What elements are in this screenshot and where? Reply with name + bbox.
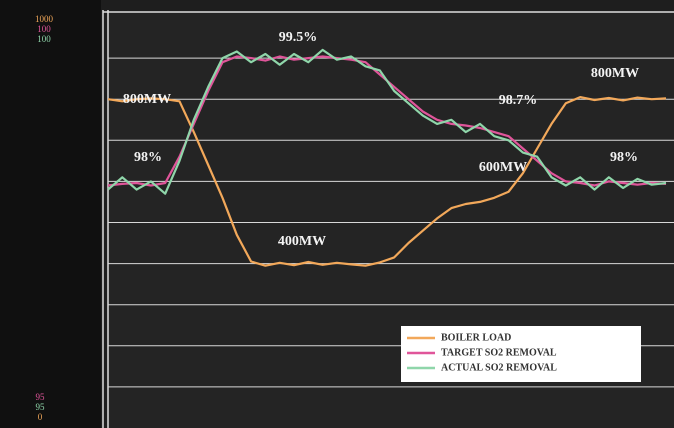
legend-label: ACTUAL SO2 REMOVAL xyxy=(441,362,557,373)
annotation: 98% xyxy=(134,150,162,165)
annotation: 800MW xyxy=(591,66,639,81)
scale-panel xyxy=(0,0,101,428)
scale-max-label: 1000 xyxy=(35,14,54,24)
scale-max-label: 100 xyxy=(37,24,51,34)
annotation: 600MW xyxy=(479,160,527,175)
legend-label: TARGET SO2 REMOVAL xyxy=(441,347,557,358)
annotation: 800MW xyxy=(123,92,171,107)
scale-min-label: 0 xyxy=(38,412,43,422)
series-line xyxy=(107,48,667,195)
scale-min-label: 95 xyxy=(36,402,46,412)
annotation: 98.7% xyxy=(499,93,538,108)
legend-label: BOILER LOAD xyxy=(441,332,511,343)
legend-box xyxy=(401,326,641,382)
scale-max-label: 100 xyxy=(37,34,51,44)
annotation: 400MW xyxy=(278,234,326,249)
series-line xyxy=(107,95,667,267)
scale-min-label: 95 xyxy=(36,392,46,402)
annotation: 99.5% xyxy=(279,30,318,45)
annotation: 98% xyxy=(610,150,638,165)
